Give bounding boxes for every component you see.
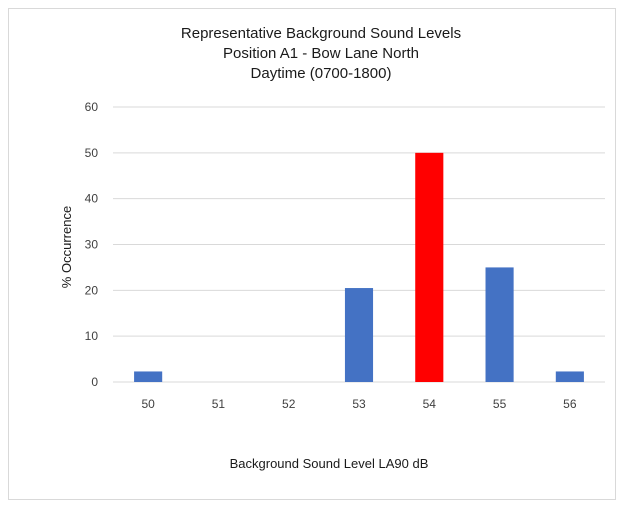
x-axis-title: Background Sound Level LA90 dB — [230, 456, 429, 471]
x-tick-label: 56 — [563, 397, 577, 411]
y-tick-label: 40 — [85, 192, 99, 206]
y-tick-label: 30 — [85, 238, 99, 252]
x-tick-label: 52 — [282, 397, 296, 411]
y-tick-label: 20 — [85, 283, 99, 297]
y-tick-label: 50 — [85, 146, 99, 160]
chart-title-line-2: Position A1 - Bow Lane North — [223, 45, 419, 62]
x-tick-label: 53 — [352, 397, 366, 411]
x-tick-label: 50 — [141, 397, 155, 411]
bars — [134, 152, 584, 382]
x-axis-ticks: 50 51 52 53 54 55 56 — [141, 397, 576, 411]
y-tick-label: 10 — [85, 329, 99, 343]
chart-title-line-1: Representative Background Sound Levels — [181, 25, 461, 42]
y-tick-label: 0 — [91, 375, 98, 389]
bar-53 — [344, 288, 374, 382]
y-tick-label: 60 — [85, 100, 99, 114]
bar-chart: Representative Background Sound Levels P… — [59, 25, 605, 471]
bar-56 — [555, 371, 584, 382]
y-axis-ticks: 0 10 20 30 40 50 60 — [85, 100, 99, 389]
bar-55 — [485, 267, 514, 382]
x-tick-label: 51 — [212, 397, 226, 411]
y-axis-title: % Occurrence — [59, 206, 74, 288]
x-tick-label: 55 — [493, 397, 507, 411]
bar-50 — [134, 371, 163, 382]
chart-title-line-3: Daytime (0700-1800) — [251, 65, 392, 82]
chart-title: Representative Background Sound Levels P… — [181, 25, 461, 82]
bar-54 — [415, 152, 444, 382]
x-tick-label: 54 — [423, 397, 437, 411]
chart-frame: Representative Background Sound Levels P… — [8, 8, 616, 500]
